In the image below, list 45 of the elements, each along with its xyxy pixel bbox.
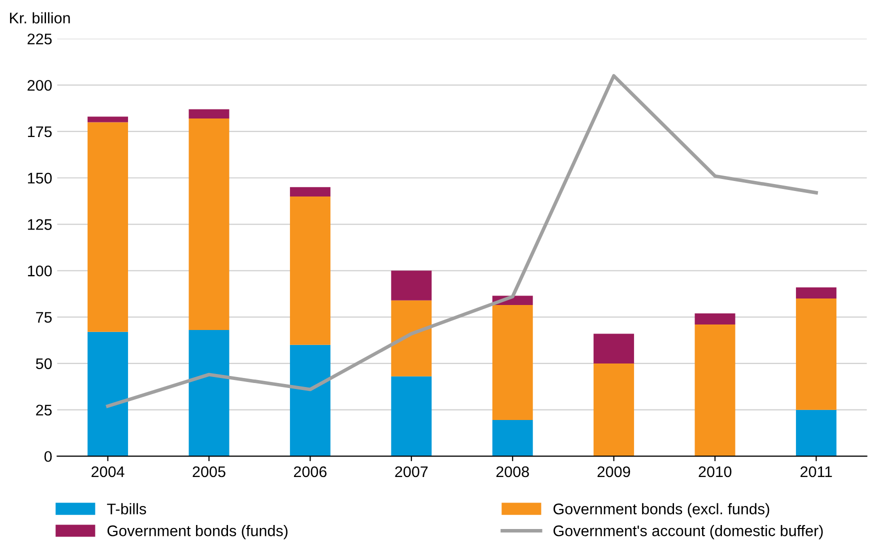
x-tick-label: 2011 (800, 466, 832, 478)
y-axis-title: Kr. billion (10, 12, 70, 24)
bar (594, 334, 634, 364)
bar (88, 122, 128, 332)
legend-label: Government's account (domestic buffer) (554, 525, 823, 540)
y-tick-label: 100 (28, 266, 52, 276)
bar (694, 324, 736, 456)
y-tick-label: 225 (28, 34, 52, 44)
bar (290, 344, 330, 456)
bar (391, 376, 432, 456)
bar (694, 313, 736, 324)
bar (290, 187, 330, 196)
y-tick-label: 125 (28, 219, 52, 230)
bar (391, 270, 432, 300)
y-tick-label: 200 (28, 80, 52, 91)
y-tick-label: 175 (28, 126, 52, 138)
x-tick-label: 2009 (598, 466, 630, 478)
y-tick-label: 50 (36, 358, 52, 370)
x-tick-label: 2005 (192, 466, 226, 478)
bar (492, 304, 533, 420)
bar (88, 116, 128, 122)
bar (796, 410, 836, 456)
x-tick-label: 2006 (294, 466, 327, 478)
y-tick-label: 75 (36, 312, 52, 323)
y-tick-label: 150 (28, 172, 52, 184)
bar (188, 118, 230, 330)
line-series (106, 74, 818, 408)
x-tick-label: 2007 (395, 466, 428, 478)
x-tick-label: 2008 (496, 466, 529, 478)
bar (88, 332, 128, 456)
x-tick-label: 2010 (698, 466, 732, 478)
y-tick-label: 0 (44, 451, 52, 462)
bar (594, 363, 634, 456)
bar (796, 298, 836, 410)
legend-label: Government bonds (excl. funds) (554, 503, 770, 518)
legend-label: Government bonds (funds) (107, 525, 288, 540)
x-tick-label: 2004 (92, 466, 124, 478)
bar (796, 287, 836, 298)
legend-label: T-bills (107, 503, 146, 514)
bar (188, 330, 230, 456)
bar (391, 300, 432, 376)
bar (188, 109, 230, 118)
y-tick-label: 25 (36, 404, 52, 416)
bar (492, 420, 533, 456)
bar (290, 196, 330, 345)
